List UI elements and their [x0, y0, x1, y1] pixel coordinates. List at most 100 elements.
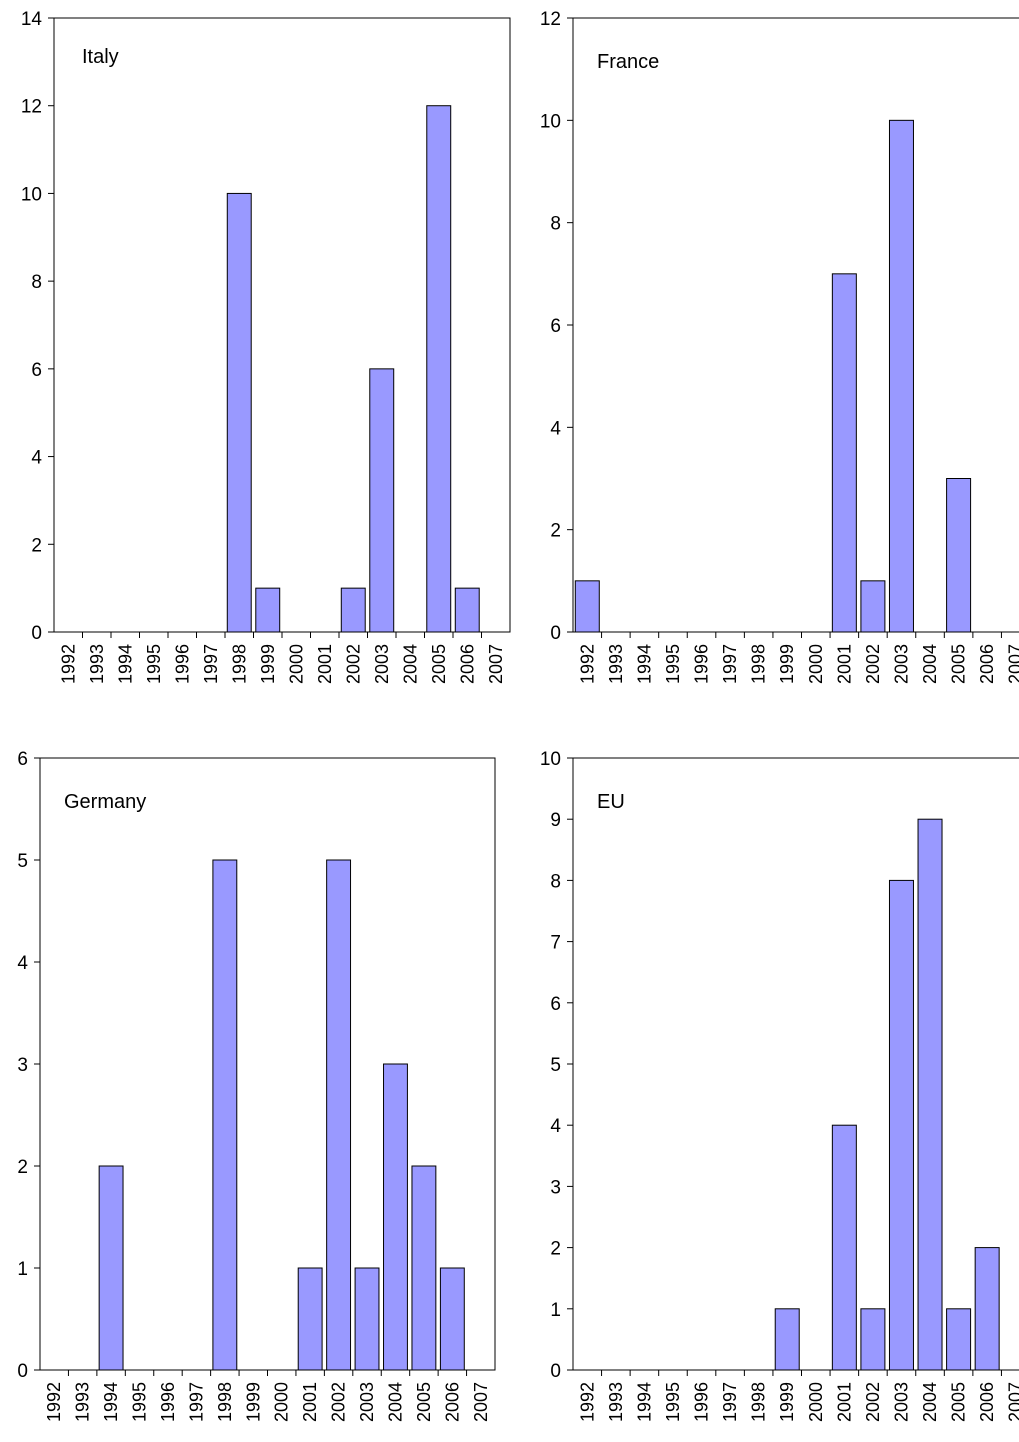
bar-germany-2006: [439, 1267, 465, 1371]
y-tick-label: 6: [550, 994, 561, 1015]
x-tick-label: 2001: [834, 644, 854, 684]
y-tick-label: 4: [31, 448, 42, 469]
y-tick-label: 4: [550, 1116, 561, 1137]
y-tick-label: 4: [550, 418, 561, 439]
x-tick-label: 1994: [634, 1382, 654, 1422]
y-tick-label: 2: [550, 1239, 561, 1260]
x-tick-label: 2005: [429, 644, 449, 684]
bar-germany-2004: [383, 1063, 408, 1371]
y-tick-label: 6: [31, 360, 42, 381]
x-tick-label: 2002: [863, 1382, 883, 1422]
x-tick-label: 1994: [101, 1382, 121, 1422]
x-tick-label: 2000: [272, 1382, 292, 1422]
x-tick-label: 1993: [73, 1382, 93, 1422]
x-tick-label: 2007: [1006, 644, 1019, 684]
x-tick-label: 1997: [720, 1382, 740, 1422]
x-tick-label: 1995: [144, 644, 164, 684]
y-tick-label: 7: [550, 933, 561, 954]
bar-germany-2003: [354, 1267, 380, 1371]
x-tick-label: 1995: [130, 1382, 150, 1422]
y-tick-label: 1: [550, 1300, 561, 1321]
panel-title: France: [597, 51, 659, 73]
y-tick-label: 1: [17, 1259, 28, 1280]
x-tick-label: 1992: [58, 644, 78, 684]
x-tick-label: 1992: [577, 644, 597, 684]
x-tick-label: 1998: [215, 1382, 235, 1422]
bar-italy-2002: [340, 587, 366, 633]
y-tick-label: 6: [17, 749, 28, 770]
bar-eu-1999: [774, 1308, 800, 1371]
x-tick-label: 2007: [1006, 1382, 1019, 1422]
y-tick-label: 5: [17, 851, 28, 872]
x-tick-label: 2005: [949, 644, 969, 684]
y-tick-label: 14: [21, 9, 43, 30]
y-tick-label: 3: [17, 1055, 28, 1076]
x-tick-label: 2007: [471, 1382, 491, 1422]
x-tick-label: 1997: [720, 644, 740, 684]
x-tick-label: 1992: [44, 1382, 64, 1422]
y-tick-label: 8: [550, 214, 561, 235]
y-tick-label: 2: [31, 535, 42, 556]
x-tick-label: 2003: [891, 644, 911, 684]
x-tick-label: 2001: [300, 1382, 320, 1422]
bar-italy-1999: [255, 587, 281, 633]
y-tick-label: 12: [21, 97, 42, 118]
bar-germany-1994: [98, 1165, 124, 1371]
y-tick-label: 0: [17, 1361, 28, 1382]
bar-france-2005: [946, 478, 972, 633]
x-tick-label: 1993: [87, 644, 107, 684]
x-tick-label: 2003: [891, 1382, 911, 1422]
y-tick-label: 4: [17, 953, 28, 974]
y-tick-label: 8: [550, 871, 561, 892]
x-tick-label: 2002: [343, 644, 363, 684]
y-tick-label: 3: [550, 1177, 561, 1198]
y-tick-label: 0: [31, 623, 42, 644]
x-tick-label: 2006: [457, 644, 477, 684]
bar-germany-2005: [411, 1165, 437, 1371]
bar-eu-2001: [831, 1124, 857, 1371]
x-tick-label: 1996: [172, 644, 192, 684]
bar-france-1992: [574, 580, 600, 633]
x-tick-label: 2003: [372, 644, 392, 684]
bar-italy-2005: [426, 105, 452, 633]
bar-germany-1998: [212, 859, 238, 1371]
y-tick-label: 0: [550, 623, 561, 644]
x-tick-label: 2003: [357, 1382, 377, 1422]
bar-germany-2001: [297, 1267, 323, 1371]
x-tick-label: 1996: [692, 1382, 712, 1422]
y-tick-label: 8: [31, 272, 42, 293]
x-tick-label: 2000: [286, 644, 306, 684]
x-tick-label: 1995: [663, 644, 683, 684]
bar-france-2002: [860, 580, 886, 633]
x-tick-label: 1999: [258, 644, 278, 684]
x-tick-label: 1998: [229, 644, 249, 684]
x-tick-label: 1999: [243, 1382, 263, 1422]
bar-eu-2004: [917, 818, 943, 1371]
x-tick-label: 2006: [977, 1382, 997, 1422]
x-tick-label: 1992: [577, 1382, 597, 1422]
chart-panel-italy: 0 2 4 6 8 10 12 14 1992 1993 1994 1995 1996 1997 1998 1…: [21, 9, 511, 684]
y-tick-label: 10: [540, 111, 561, 132]
chart-panel-eu: 0 1 2 3 4 5 6 7 8 9 10 1992 1993 1994 1995 1996 1997 1998…: [540, 749, 1019, 1422]
bar-italy-2006: [454, 587, 480, 633]
x-tick-label: 2002: [329, 1382, 349, 1422]
y-tick-label: 12: [540, 9, 561, 30]
x-tick-label: 1999: [777, 644, 797, 684]
bar-eu-2006: [974, 1247, 1000, 1371]
plot-frame: [572, 757, 1019, 1371]
x-tick-label: 2000: [806, 1382, 826, 1422]
x-tick-label: 1995: [663, 1382, 683, 1422]
y-tick-label: 0: [550, 1361, 561, 1382]
x-tick-label: 1994: [634, 644, 654, 684]
bar-germany-2002: [326, 859, 352, 1371]
bar-eu-2005: [946, 1308, 972, 1371]
x-tick-label: 2004: [385, 1382, 405, 1422]
y-tick-label: 10: [540, 749, 561, 770]
bar-italy-1998: [226, 192, 252, 633]
y-tick-label: 6: [550, 316, 561, 337]
x-tick-label: 2000: [806, 644, 826, 684]
x-tick-label: 2004: [920, 644, 940, 684]
x-tick-label: 1997: [186, 1382, 206, 1422]
x-tick-label: 2002: [863, 644, 883, 684]
bar-eu-2002: [860, 1308, 886, 1371]
